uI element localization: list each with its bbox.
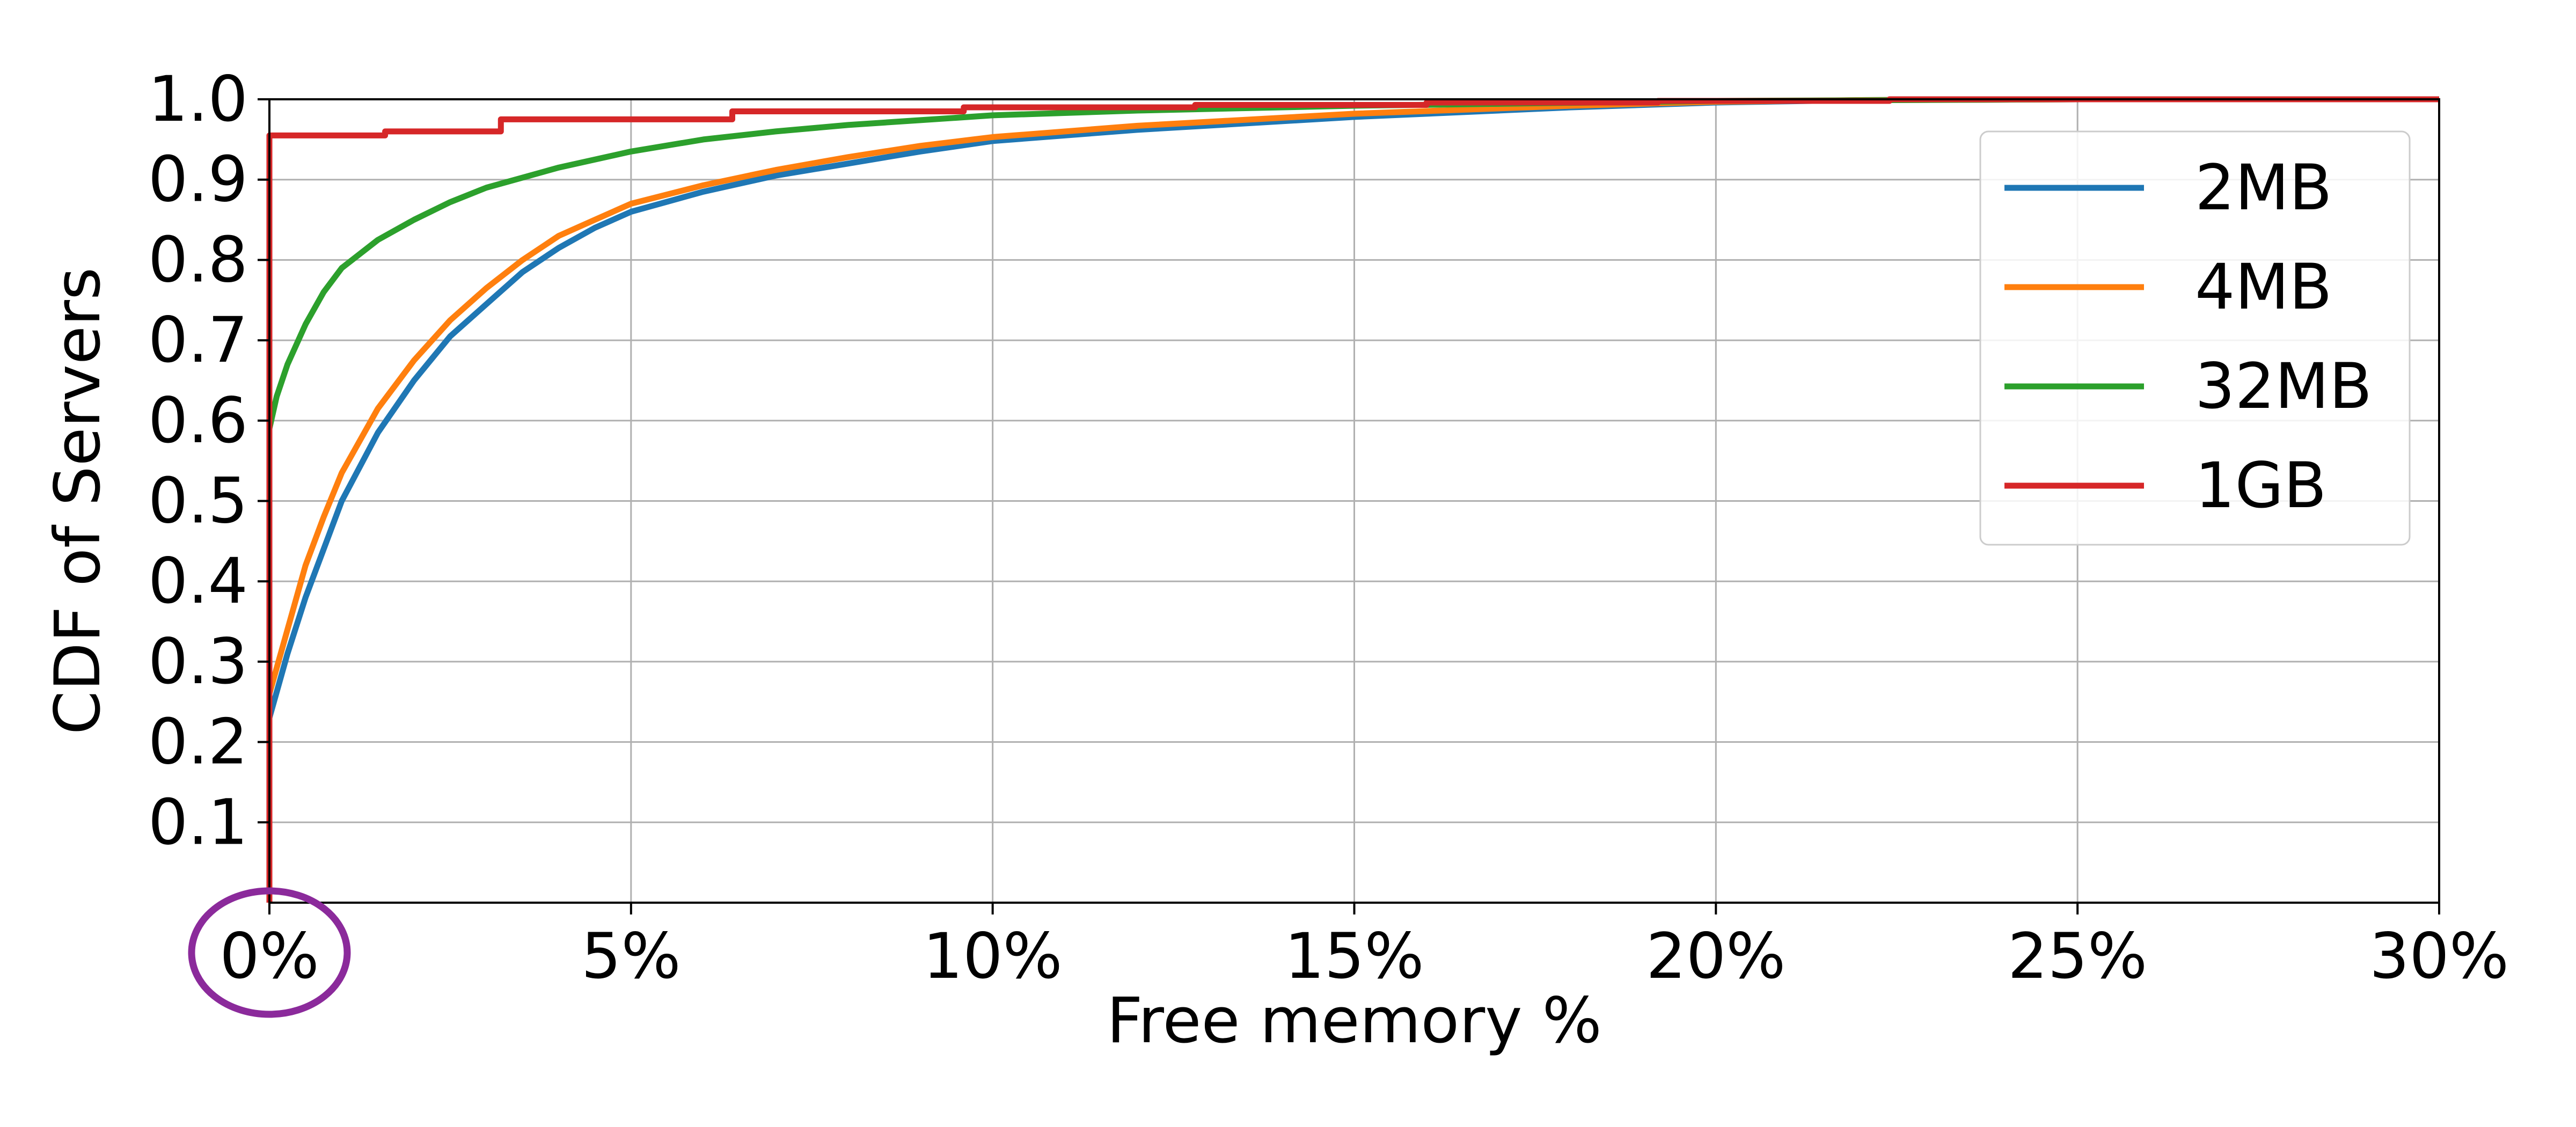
y-tick-label: 0.8	[148, 223, 248, 296]
y-tick-label: 0.9	[148, 143, 248, 216]
y-tick-label: 0.2	[148, 705, 248, 779]
x-axis-ticks: 0% 5% 10% 15% 20% 25% 30%	[219, 903, 2509, 993]
series-line-1gb	[266, 96, 2439, 903]
legend-label: 2MB	[2195, 151, 2332, 224]
x-axis-label: Free memory %	[1107, 984, 1602, 1057]
legend-label: 32MB	[2195, 349, 2372, 423]
x-tick-label: 5%	[581, 919, 681, 993]
y-tick-label: 0.3	[148, 625, 248, 698]
legend-label: 4MB	[2195, 250, 2332, 324]
y-tick-label: 0.5	[148, 464, 248, 538]
series-line-32mb	[266, 96, 2439, 903]
x-tick-label: 10%	[923, 919, 1063, 993]
legend: 2MB 4MB 32MB 1GB	[1979, 130, 2411, 546]
highlight-circle	[188, 887, 351, 1018]
legend-box	[1979, 130, 2411, 546]
x-tick-label: 0%	[219, 919, 319, 993]
y-tick-label: 0.4	[148, 544, 248, 618]
y-tick-label: 0.1	[148, 785, 248, 859]
y-axis-label: CDF of Servers	[41, 267, 114, 735]
x-tick-label: 30%	[2369, 919, 2509, 993]
series-lines	[266, 96, 2439, 903]
x-tick-label: 15%	[1284, 919, 1424, 993]
y-tick-label: 0.7	[148, 303, 248, 377]
x-tick-label: 25%	[2008, 919, 2147, 993]
series-line-4mb	[266, 96, 2439, 903]
y-axis-ticks: 0.10.20.30.40.50.60.70.80.91.0	[148, 62, 269, 859]
legend-label: 1GB	[2195, 449, 2326, 522]
y-tick-label: 0.6	[148, 384, 248, 457]
y-tick-label: 1.0	[148, 62, 248, 136]
x-tick-label: 20%	[1646, 919, 1785, 993]
